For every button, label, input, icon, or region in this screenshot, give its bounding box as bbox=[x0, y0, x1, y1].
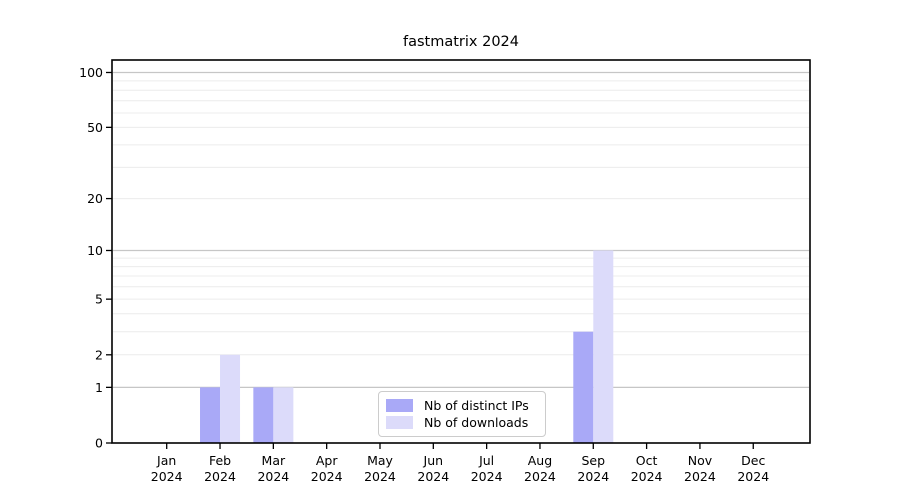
y-tick-label: 1 bbox=[95, 380, 103, 395]
x-tick-label-month: May bbox=[367, 453, 393, 468]
x-tick-label-year: 2024 bbox=[311, 469, 343, 484]
x-tick-label-year: 2024 bbox=[737, 469, 769, 484]
y-tick-label: 0 bbox=[95, 436, 103, 451]
legend-item-downloads: Nb of downloads bbox=[386, 415, 536, 430]
y-tick-label: 100 bbox=[79, 65, 103, 80]
x-tick-label-month: Feb bbox=[209, 453, 231, 468]
x-tick-label-month: Apr bbox=[316, 453, 338, 468]
x-tick-label-month: Dec bbox=[741, 453, 765, 468]
bar-distinct-ips bbox=[573, 331, 594, 443]
x-tick-label-year: 2024 bbox=[631, 469, 663, 484]
legend-swatch-distinct-ips-icon bbox=[386, 399, 413, 412]
x-tick-label-year: 2024 bbox=[577, 469, 609, 484]
x-tick-label-year: 2024 bbox=[524, 469, 556, 484]
chart-title: fastmatrix 2024 bbox=[402, 34, 519, 50]
legend-swatch-downloads-icon bbox=[386, 416, 413, 429]
x-tick-label-year: 2024 bbox=[417, 469, 449, 484]
legend-item-distinct-ips: Nb of distinct IPs bbox=[386, 398, 536, 413]
legend: Nb of distinct IPs Nb of downloads bbox=[378, 391, 546, 437]
plot-border bbox=[111, 59, 811, 444]
y-tick-label: 10 bbox=[87, 243, 103, 258]
x-tick-label-year: 2024 bbox=[151, 469, 183, 484]
bar-downloads bbox=[220, 354, 241, 443]
x-tick-label-year: 2024 bbox=[257, 469, 289, 484]
y-tick-label: 50 bbox=[87, 120, 103, 135]
x-tick-label-year: 2024 bbox=[471, 469, 503, 484]
y-tick-label: 20 bbox=[87, 191, 103, 206]
bar-downloads bbox=[593, 250, 614, 443]
x-tick-label-month: Nov bbox=[688, 453, 713, 468]
y-tick-label: 5 bbox=[95, 292, 103, 307]
legend-label-downloads: Nb of downloads bbox=[424, 415, 529, 430]
x-tick-label-month: Jan bbox=[156, 453, 176, 468]
x-tick-label-month: Jun bbox=[423, 453, 444, 468]
bar-downloads bbox=[273, 387, 294, 443]
legend-label-distinct-ips: Nb of distinct IPs bbox=[424, 398, 529, 413]
x-tick-label-month: Oct bbox=[636, 453, 658, 468]
x-tick-label-year: 2024 bbox=[204, 469, 236, 484]
x-tick-label-month: Mar bbox=[262, 453, 286, 468]
bar-distinct-ips bbox=[253, 387, 274, 443]
x-tick-label-month: Aug bbox=[528, 453, 552, 468]
bar-distinct-ips bbox=[200, 387, 221, 443]
y-tick-label: 2 bbox=[95, 347, 103, 362]
x-tick-label-month: Sep bbox=[582, 453, 606, 468]
x-tick-label-month: Jul bbox=[478, 453, 494, 468]
x-tick-label-year: 2024 bbox=[364, 469, 396, 484]
x-tick-label-year: 2024 bbox=[684, 469, 716, 484]
